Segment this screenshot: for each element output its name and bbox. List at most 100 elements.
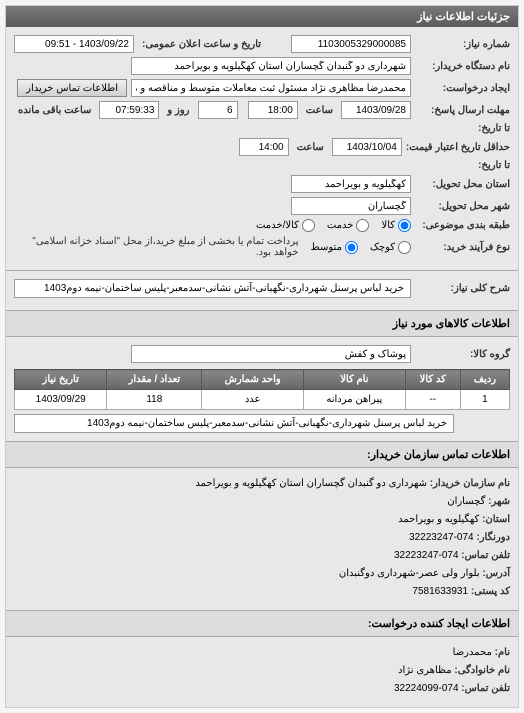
radio-small-label: کوچک: [370, 242, 395, 253]
row-deadline-send: مهلت ارسال پاسخ: ساعت روز و ساعت باقی ما…: [14, 101, 510, 119]
buyer-province-label: استان:: [482, 514, 510, 525]
col-item-code: کد کالا: [405, 370, 460, 390]
time-label-1: ساعت: [302, 105, 337, 116]
row-price-validity: حداقل تاریخ اعتبار قیمت: ساعت: [14, 138, 510, 156]
cell-row-num: 1: [460, 390, 509, 410]
row-desc-box: خرید لباس پرسنل شهرداری-نگهبانی-آتش نشان…: [14, 414, 454, 433]
price-validity-date-input[interactable]: [332, 138, 402, 156]
buyer-org-label: نام دستگاه خریدار:: [415, 61, 510, 72]
radio-kala-label: کالا: [381, 220, 395, 231]
time-label-2: ساعت: [293, 142, 328, 153]
budget-radio-group: کالا خدمت کالا/خدمت: [256, 219, 411, 232]
purchase-radio-group: کوچک متوسط: [311, 241, 411, 254]
requester-contact-title: اطلاعات ایجاد کننده درخواست:: [6, 610, 518, 637]
purchase-note: پرداخت تمام یا بخشی از مبلغ خرید،از محل …: [14, 236, 303, 258]
panel-header: جزئیات اطلاعات نیاز: [6, 6, 518, 27]
cell-item-code: --: [405, 390, 460, 410]
radio-khadmat-label: خدمت: [327, 220, 354, 231]
goods-section-title: اطلاعات کالاهای مورد نیاز: [6, 310, 518, 337]
row-need-desc: شرح کلی نیاز: خرید لباس پرسنل شهرداری-نگ…: [14, 279, 510, 298]
form-area: شماره نیاز: تاریخ و ساعت اعلان عمومی: نا…: [6, 27, 518, 270]
radio-medium-input[interactable]: [345, 241, 358, 254]
goods-table: ردیف کد کالا نام کالا واحد شمارش تعداد /…: [14, 369, 510, 410]
buyer-city-label: شهر:: [488, 496, 510, 507]
radio-small-item[interactable]: کوچک: [370, 241, 411, 254]
row-deadline-to: تا تاریخ:: [14, 123, 510, 134]
contact-buyer-button[interactable]: اطلاعات تماس خریدار: [17, 79, 127, 97]
radio-kala-input[interactable]: [398, 219, 411, 232]
radio-kala-khadmat-label: کالا/خدمت: [256, 220, 299, 231]
buyer-contact-title: اطلاعات تماس سازمان خریدار:: [6, 441, 518, 468]
radio-kala-khadmat-input[interactable]: [302, 219, 315, 232]
announce-datetime-label: تاریخ و ساعت اعلان عمومی:: [138, 39, 265, 50]
requester-family-value: مظاهری نژاد: [398, 665, 452, 676]
radio-khadmat-item[interactable]: خدمت: [327, 219, 370, 232]
buyer-org-info-value: شهرداری دو گنبدان گچساران استان کهگیلویه…: [195, 478, 427, 489]
requester-name-label: نام:: [495, 647, 510, 658]
buyer-postal-line: کد پستی: 7581633931: [14, 584, 510, 600]
delivery-province-input[interactable]: [291, 175, 411, 193]
row-need-number: شماره نیاز: تاریخ و ساعت اعلان عمومی:: [14, 35, 510, 53]
buyer-fax-line: دورنگار: 074-32223247: [14, 530, 510, 546]
goods-group-input[interactable]: [131, 345, 411, 363]
col-item-name: نام کالا: [304, 370, 406, 390]
buyer-province-line: استان: کهگیلویه و بویراحمد: [14, 512, 510, 528]
deadline-send-date-input[interactable]: [341, 101, 411, 119]
cell-unit: عدد: [202, 390, 304, 410]
panel-title: جزئیات اطلاعات نیاز: [417, 11, 510, 23]
buyer-address-line: آدرس: بلوار ولی عصر-شهرداری دوگنبدان: [14, 566, 510, 582]
buyer-city-value: گچساران: [447, 496, 485, 507]
buyer-address-value: بلوار ولی عصر-شهرداری دوگنبدان: [339, 568, 480, 579]
row-budget-class: طبقه بندی موضوعی: کالا خدمت کالا/خدمت: [14, 219, 510, 232]
need-number-input[interactable]: [291, 35, 411, 53]
row-requester: ایجاد درخواست: اطلاعات تماس خریدار: [14, 79, 510, 97]
remaining-label: ساعت باقی مانده: [14, 105, 95, 116]
remaining-time-input[interactable]: [99, 101, 159, 119]
remaining-days-input[interactable]: [198, 101, 238, 119]
requester-family-label: نام خانوادگی:: [454, 665, 510, 676]
announce-datetime-input[interactable]: [14, 35, 134, 53]
price-validity-time-input[interactable]: [239, 138, 289, 156]
requester-phone-line: تلفن تماس: 074-32224099: [14, 681, 510, 697]
requester-phone-label: تلفن تماس:: [461, 683, 510, 694]
need-desc-area: شرح کلی نیاز: خرید لباس پرسنل شهرداری-نگ…: [6, 270, 518, 310]
delivery-city-input[interactable]: [291, 197, 411, 215]
buyer-org-input[interactable]: [131, 57, 411, 75]
radio-medium-label: متوسط: [311, 242, 342, 253]
radio-khadmat-input[interactable]: [356, 219, 369, 232]
col-unit: واحد شمارش: [202, 370, 304, 390]
delivery-city-label: شهر محل تحویل:: [415, 201, 510, 212]
delivery-province-label: استان محل تحویل:: [415, 179, 510, 190]
cell-need-date: 1403/09/29: [15, 390, 107, 410]
row-purchase-type: نوع فرآیند خرید: کوچک متوسط پرداخت تمام …: [14, 236, 510, 258]
need-desc-label: شرح کلی نیاز:: [415, 283, 510, 294]
buyer-postal-label: کد پستی:: [471, 586, 510, 597]
requester-family-line: نام خانوادگی: مظاهری نژاد: [14, 663, 510, 679]
requester-contact-block: نام: محمدرضا نام خانوادگی: مظاهری نژاد ت…: [6, 637, 518, 707]
row-price-to: تا تاریخ:: [14, 160, 510, 171]
buyer-city-line: شهر: گچساران: [14, 494, 510, 510]
buyer-org-line: نام سازمان خریدار: شهرداری دو گنبدان گچس…: [14, 476, 510, 492]
buyer-postal-value: 7581633931: [412, 586, 468, 597]
radio-medium-item[interactable]: متوسط: [311, 241, 358, 254]
radio-kala-item[interactable]: کالا: [381, 219, 411, 232]
radio-small-input[interactable]: [398, 241, 411, 254]
table-row[interactable]: 1 -- پیراهن مردانه عدد 118 1403/09/29: [15, 390, 510, 410]
requester-input[interactable]: [131, 79, 411, 97]
buyer-province-value: کهگیلویه و بویراحمد: [398, 514, 479, 525]
goods-group-label: گروه کالا:: [415, 349, 510, 360]
requester-name-line: نام: محمدرضا: [14, 645, 510, 661]
requester-name-value: محمدرضا: [453, 647, 492, 658]
col-need-date: تاریخ نیاز: [15, 370, 107, 390]
radio-kala-khadmat-item[interactable]: کالا/خدمت: [256, 219, 315, 232]
row-goods-group: گروه کالا:: [14, 345, 510, 363]
deadline-send-time-input[interactable]: [248, 101, 298, 119]
main-panel: جزئیات اطلاعات نیاز شماره نیاز: تاریخ و …: [5, 5, 519, 708]
col-row-num: ردیف: [460, 370, 509, 390]
buyer-phone-value: 074-32223247: [394, 550, 459, 561]
cell-item-name: پیراهن مردانه: [304, 390, 406, 410]
goods-area: گروه کالا: ردیف کد کالا نام کالا واحد شم…: [6, 337, 518, 441]
budget-class-label: طبقه بندی موضوعی:: [415, 220, 510, 231]
requester-label: ایجاد درخواست:: [415, 83, 510, 94]
row-buyer-org: نام دستگاه خریدار:: [14, 57, 510, 75]
